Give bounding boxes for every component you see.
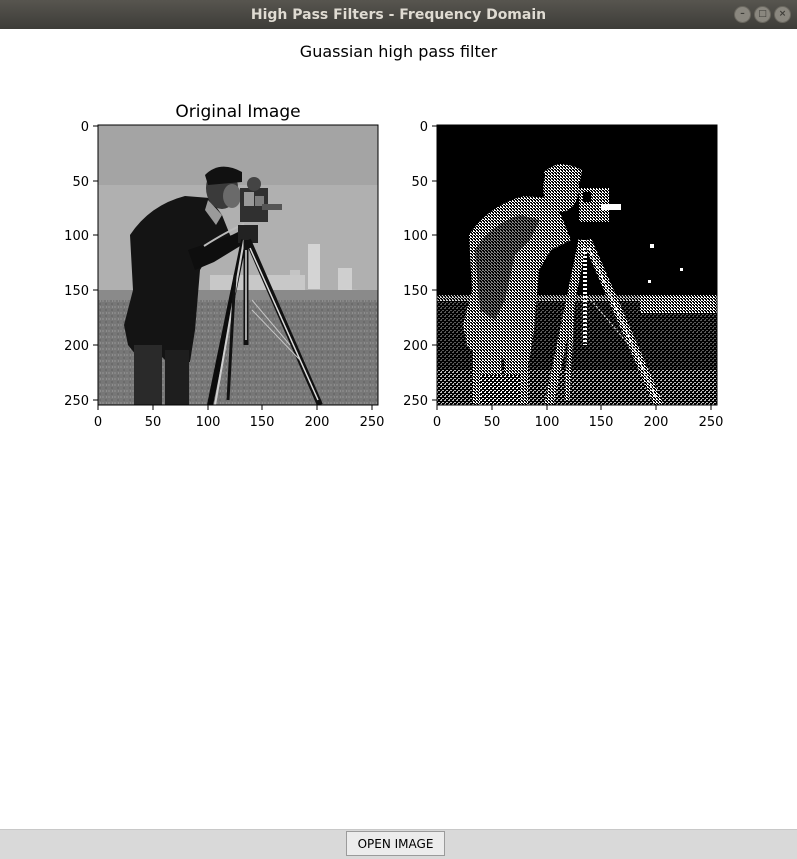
window-title: High Pass Filters - Frequency Domain [250,6,547,23]
maximize-icon[interactable]: □ [754,6,771,23]
button-bar: OPEN IMAGE [0,829,797,859]
figure-suptitle: Guassian high pass filter [299,42,498,61]
figure-canvas [0,29,797,829]
window-titlebar[interactable]: High Pass Filters - Frequency Domain – □… [0,0,797,29]
close-icon[interactable]: × [774,6,791,23]
minimize-icon[interactable]: – [734,6,751,23]
open-image-button[interactable]: OPEN IMAGE [346,831,445,856]
window-controls: – □ × [734,6,791,23]
